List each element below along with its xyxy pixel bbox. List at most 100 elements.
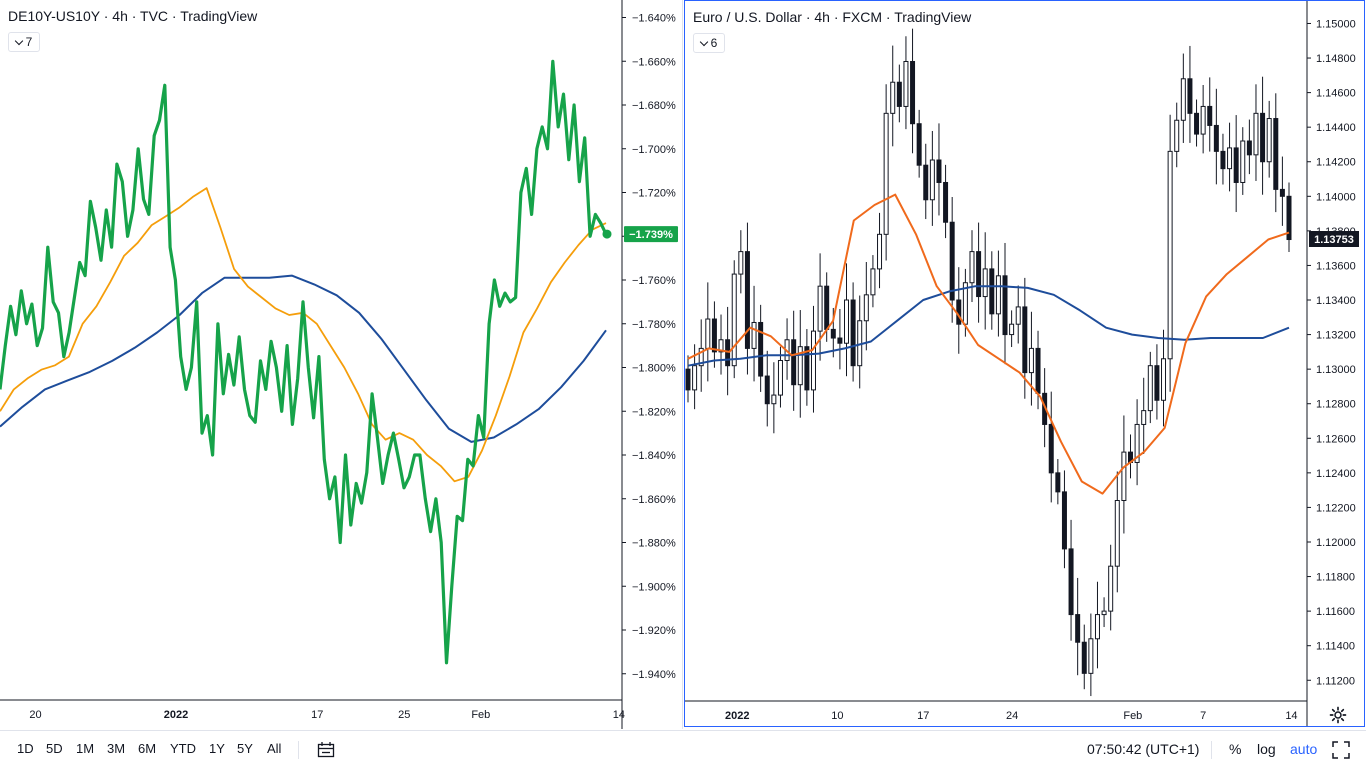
candle-body	[692, 365, 698, 391]
candle-body	[850, 299, 856, 367]
right-chart-title: Euro / U.S. Dollar · 4h · FXCM · Trading…	[693, 9, 972, 25]
right-chart-canvas[interactable]: 1.15000 1.14800 1.14600 1.14400 1.14200 1.140…	[685, 1, 1364, 726]
candle-body	[844, 299, 850, 344]
candle	[1121, 415, 1127, 534]
settings-gear-icon[interactable]	[1329, 706, 1347, 724]
range-3m-button[interactable]: 3M	[107, 741, 126, 756]
candle	[995, 250, 1001, 337]
candle-body	[1154, 365, 1160, 401]
candle-body	[1286, 195, 1292, 241]
right-chart-pane[interactable]: Euro / U.S. Dollar · 4h · FXCM · Trading…	[684, 0, 1365, 727]
candle-body	[1015, 306, 1021, 325]
candle	[1273, 93, 1279, 213]
date-range-icon[interactable]	[317, 741, 335, 759]
candle	[969, 230, 975, 303]
candle-body	[1180, 78, 1186, 121]
range-1m-button[interactable]: 1M	[76, 741, 95, 756]
candle	[1075, 577, 1081, 676]
left-chart-canvas[interactable]: −1.640%−1.660%−1.680%−1.700%−1.720%−1.74…	[0, 0, 682, 729]
x-tick-label: 17	[917, 710, 929, 722]
candle-body	[1088, 638, 1094, 674]
range-1y-button[interactable]: 1Y	[209, 741, 225, 756]
candle	[1200, 85, 1206, 154]
candle-body	[976, 251, 982, 298]
candle	[1154, 344, 1160, 420]
candle-body	[1279, 188, 1285, 197]
candle	[777, 346, 783, 408]
candle	[791, 310, 797, 411]
candle-body	[738, 251, 744, 275]
range-6m-button[interactable]: 6M	[138, 741, 157, 756]
y-tick-label: −1.860%	[632, 494, 676, 506]
candle	[698, 319, 704, 392]
y-tick-label: 1.11600	[1316, 606, 1355, 618]
clock-timezone-button[interactable]: 07:50:42 (UTC+1)	[1087, 741, 1200, 757]
y-tick-label: 1.12400	[1316, 468, 1356, 480]
candle	[1094, 581, 1100, 669]
y-tick-label: 1.11400	[1316, 641, 1355, 653]
candle	[758, 304, 764, 392]
candle	[817, 253, 823, 361]
candle	[744, 222, 750, 375]
candle-body	[1194, 112, 1200, 135]
y-tick-label: 1.11800	[1316, 572, 1355, 584]
candle	[1253, 84, 1259, 181]
y-tick-label: 1.12800	[1316, 399, 1356, 411]
candle-body	[1094, 614, 1100, 640]
log-scale-button[interactable]: log	[1257, 741, 1276, 757]
y-tick-label: −1.640%	[632, 13, 676, 25]
x-tick-label: Feb	[471, 709, 490, 721]
candle	[751, 285, 757, 382]
candle-body	[711, 318, 717, 353]
fullscreen-icon[interactable]	[1331, 740, 1351, 760]
slow-ma-line	[0, 274, 607, 443]
candle	[771, 362, 777, 434]
candle	[1134, 399, 1140, 486]
range-all-button[interactable]: All	[267, 741, 282, 756]
candle	[718, 314, 724, 375]
candle	[1260, 76, 1266, 195]
candle	[1009, 310, 1015, 348]
x-tick-label: 2022	[164, 709, 188, 721]
candle-body	[989, 268, 995, 315]
candle-body	[698, 347, 704, 367]
candle	[1220, 133, 1226, 185]
spread-line	[0, 59, 608, 665]
candle-body	[890, 81, 896, 114]
y-tick-label: 1.14200	[1316, 157, 1356, 169]
y-tick-label: −1.700%	[632, 144, 676, 156]
range-ytd-button[interactable]: YTD	[170, 741, 196, 756]
range-1d-button[interactable]: 1D	[17, 741, 34, 756]
candle	[870, 255, 876, 308]
candle-body	[1048, 423, 1054, 474]
left-chart-pane[interactable]: DE10Y-US10Y · 4h · TVC · TradingView 7 −…	[0, 0, 683, 729]
range-5d-button[interactable]: 5D	[46, 741, 63, 756]
candle	[923, 143, 929, 220]
bottom-toolbar: 1D 5D 1M 3M 6M YTD 1Y 5Y All 07:50:42 (U…	[0, 730, 1366, 769]
candle	[1088, 613, 1094, 697]
candle	[890, 45, 896, 147]
candle	[982, 232, 988, 330]
x-tick-label: 20	[29, 709, 41, 721]
candle-body	[1167, 150, 1173, 360]
candle-body	[1081, 641, 1087, 674]
chevron-down-icon	[699, 37, 708, 46]
candle-body	[923, 164, 929, 201]
candle-body	[1108, 565, 1114, 612]
x-tick-label: 7	[1200, 710, 1206, 722]
right-legend-toggle[interactable]: 6	[693, 33, 725, 53]
candle-body	[751, 321, 757, 349]
auto-scale-button[interactable]: auto	[1290, 741, 1318, 757]
fast-ma-line	[687, 193, 1290, 495]
candle-body	[1068, 548, 1074, 616]
range-5y-button[interactable]: 5Y	[237, 741, 253, 756]
percent-scale-button[interactable]: %	[1229, 741, 1242, 757]
candle	[844, 263, 850, 377]
left-legend-toggle[interactable]: 7	[8, 32, 40, 52]
candle-body	[771, 394, 777, 405]
candle	[1108, 544, 1114, 631]
candle	[943, 164, 949, 239]
candle-body	[1213, 124, 1219, 152]
candle	[1055, 459, 1061, 505]
x-tick-label: 24	[1006, 710, 1018, 722]
